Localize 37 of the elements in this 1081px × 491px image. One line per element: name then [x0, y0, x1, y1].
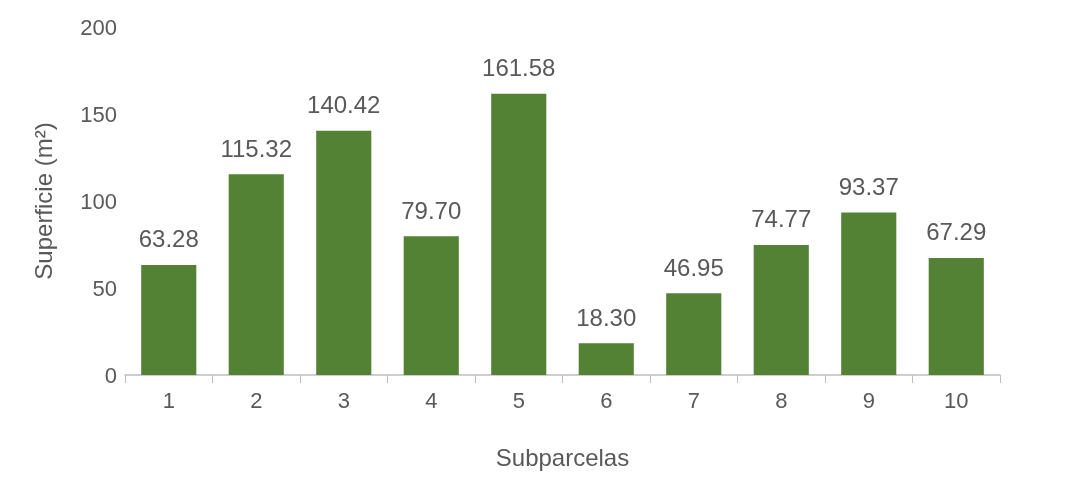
y-axis-title: Superficie (m²): [29, 122, 57, 280]
bar: [141, 264, 197, 375]
data-label: 93.37: [838, 173, 899, 201]
x-tick-label: 7: [687, 387, 700, 413]
y-tick-label: 100: [80, 188, 117, 214]
x-tick-label: 6: [600, 387, 613, 413]
y-tick-label: 200: [80, 14, 117, 40]
bar: [928, 257, 984, 375]
y-tick-label: 0: [104, 362, 117, 388]
bar: [316, 130, 372, 375]
y-tick-label: 50: [92, 275, 117, 301]
bar: [753, 244, 809, 375]
data-label: 74.77: [751, 205, 812, 233]
bar: [841, 212, 897, 375]
x-tick-label: 3: [337, 387, 350, 413]
bar: [228, 174, 284, 375]
y-tick-label: 150: [80, 101, 117, 127]
data-label: 63.28: [138, 225, 199, 253]
bar: [403, 236, 459, 375]
x-tick-label: 9: [862, 387, 875, 413]
x-tick-label: 5: [512, 387, 525, 413]
x-axis-title: Subparcelas: [495, 443, 630, 471]
x-tick-label: 2: [250, 387, 263, 413]
data-label: 115.32: [220, 134, 293, 162]
bar: [491, 93, 547, 375]
bar: [578, 343, 634, 375]
bar: [666, 293, 722, 375]
x-tick-label: 1: [162, 387, 175, 413]
data-label: 67.29: [926, 218, 987, 246]
data-label: 46.95: [663, 253, 724, 281]
x-tick-label: 10: [944, 387, 969, 413]
x-tick-label: 8: [775, 387, 788, 413]
data-label: 79.70: [401, 196, 462, 224]
data-label: 161.58: [482, 54, 556, 82]
x-tick-label: 4: [425, 387, 438, 413]
data-label: 18.30: [576, 303, 637, 331]
data-label: 140.42: [307, 91, 381, 119]
